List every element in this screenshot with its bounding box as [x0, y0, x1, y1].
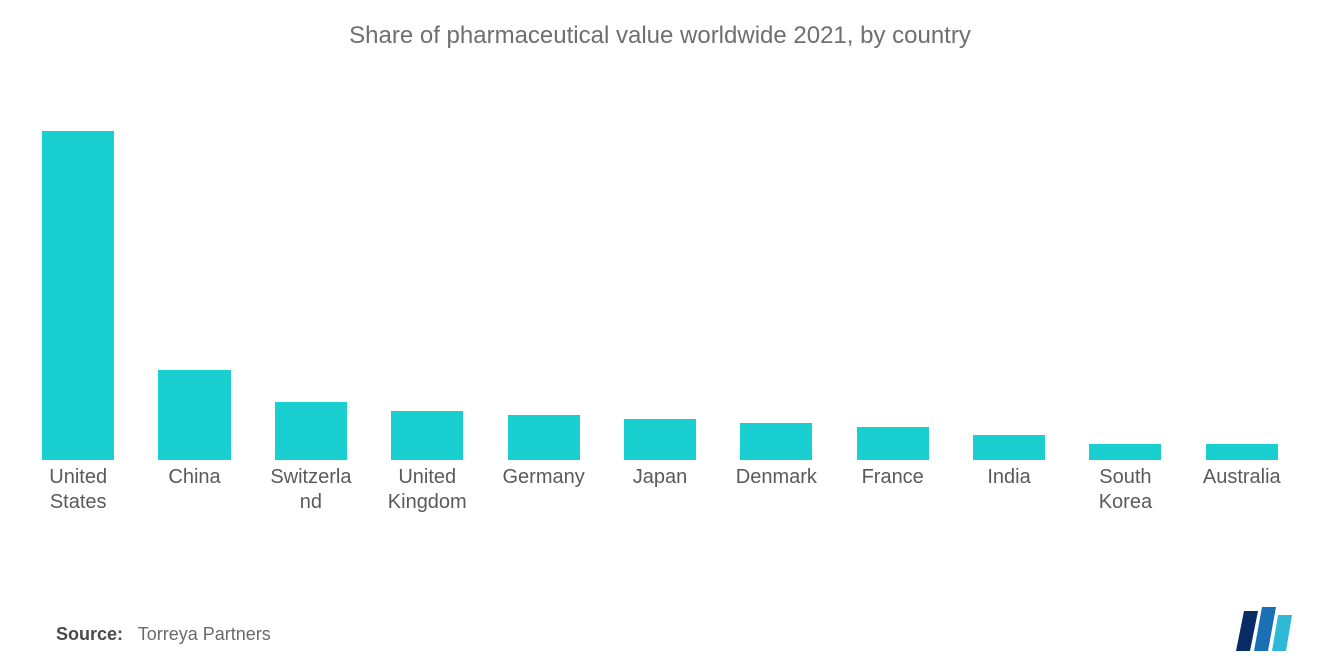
source-label: Source: [56, 624, 123, 644]
x-tick-label: United States [20, 465, 136, 515]
bar [158, 370, 230, 460]
x-tick-label: Germany [485, 465, 601, 515]
chart-plot-area [20, 90, 1300, 460]
x-tick-label: Switzerland [253, 465, 369, 515]
bar [1089, 444, 1161, 460]
source-value: Torreya Partners [138, 624, 271, 644]
bar [973, 435, 1045, 460]
bar-slot [1184, 90, 1300, 460]
x-tick-label: France [835, 465, 951, 515]
bar [391, 411, 463, 460]
chart-canvas: Share of pharmaceutical value worldwide … [0, 0, 1320, 665]
bar-slot [718, 90, 834, 460]
x-axis-labels: United StatesChinaSwitzerlandUnited King… [20, 465, 1300, 515]
bar-slot [835, 90, 951, 460]
bar-slot [951, 90, 1067, 460]
x-tick-label: Australia [1184, 465, 1300, 515]
bar [1206, 444, 1278, 460]
bar [740, 423, 812, 460]
x-tick-label: India [951, 465, 1067, 515]
source-line: Source: Torreya Partners [56, 624, 271, 645]
x-tick-label: United Kingdom [369, 465, 485, 515]
bars-container [20, 90, 1300, 460]
bar-slot [602, 90, 718, 460]
bar-slot [253, 90, 369, 460]
bar-slot [485, 90, 601, 460]
bar-slot [136, 90, 252, 460]
x-tick-label: Denmark [718, 465, 834, 515]
bar [275, 402, 347, 460]
bar-slot [369, 90, 485, 460]
bar [42, 131, 114, 460]
bar-slot [1067, 90, 1183, 460]
bar [508, 415, 580, 460]
brand-logo-icon [1236, 603, 1292, 651]
x-tick-label: China [136, 465, 252, 515]
bar [857, 427, 929, 460]
x-tick-label: South Korea [1067, 465, 1183, 515]
bar [624, 419, 696, 460]
x-tick-label: Japan [602, 465, 718, 515]
bar-slot [20, 90, 136, 460]
chart-title: Share of pharmaceutical value worldwide … [0, 22, 1320, 50]
